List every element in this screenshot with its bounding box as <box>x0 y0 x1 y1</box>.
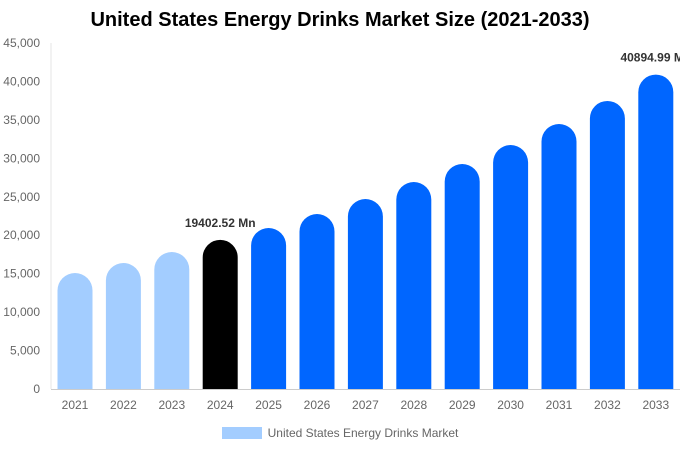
bar-2032 <box>589 100 625 390</box>
y-tick-label: 25,000 <box>3 190 40 204</box>
y-tick-label: 45,000 <box>3 36 40 50</box>
bar-2030 <box>493 145 529 389</box>
x-tick-label: 2029 <box>449 398 476 412</box>
bar-2029 <box>444 164 480 389</box>
legend-label: United States Energy Drinks Market <box>267 426 459 440</box>
x-tick-label: 2030 <box>497 398 524 412</box>
bar-2022 <box>105 262 141 389</box>
bar-2026 <box>299 214 335 389</box>
x-tick-label: 2022 <box>110 398 137 412</box>
bar-2024 <box>202 239 238 389</box>
bar-2031 <box>541 123 577 390</box>
y-tick-label: 35,000 <box>3 113 40 127</box>
x-tick-label: 2023 <box>158 398 185 412</box>
x-tick-label: 2025 <box>255 398 282 412</box>
y-tick-label: 10,000 <box>3 305 40 319</box>
y-tick-label: 5,000 <box>10 344 40 358</box>
x-tick-label: 2026 <box>304 398 331 412</box>
x-tick-label: 2033 <box>642 398 669 412</box>
y-tick-label: 20,000 <box>3 228 40 242</box>
y-tick-label: 40,000 <box>3 74 40 88</box>
bar-2023 <box>154 251 190 389</box>
x-tick-label: 2028 <box>400 398 427 412</box>
y-tick-label: 30,000 <box>3 151 40 165</box>
x-tick-label: 2027 <box>352 398 379 412</box>
bar-2033 <box>638 74 674 390</box>
bar-2027 <box>347 199 383 389</box>
data-label-2024: 19402.52 Mn <box>185 216 256 230</box>
data-label-2033: 40894.99 Mn <box>620 51 680 65</box>
x-tick-label: 2021 <box>62 398 89 412</box>
bar-2028 <box>396 182 432 389</box>
x-tick-label: 2024 <box>207 398 234 412</box>
x-tick-label: 2031 <box>546 398 573 412</box>
chart-title: United States Energy Drinks Market Size … <box>90 9 590 31</box>
legend[interactable]: United States Energy Drinks Market <box>0 426 680 440</box>
x-tick-label: 2032 <box>594 398 621 412</box>
bar-2021 <box>57 272 93 389</box>
bar-2025 <box>251 227 287 389</box>
y-tick-label: 0 <box>33 382 40 396</box>
y-tick-label: 15,000 <box>3 267 40 281</box>
legend-swatch <box>221 427 262 439</box>
